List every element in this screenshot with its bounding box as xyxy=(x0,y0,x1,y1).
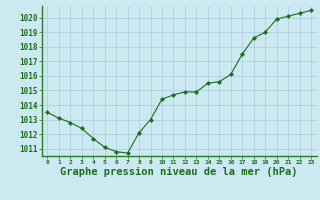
X-axis label: Graphe pression niveau de la mer (hPa): Graphe pression niveau de la mer (hPa) xyxy=(60,167,298,177)
